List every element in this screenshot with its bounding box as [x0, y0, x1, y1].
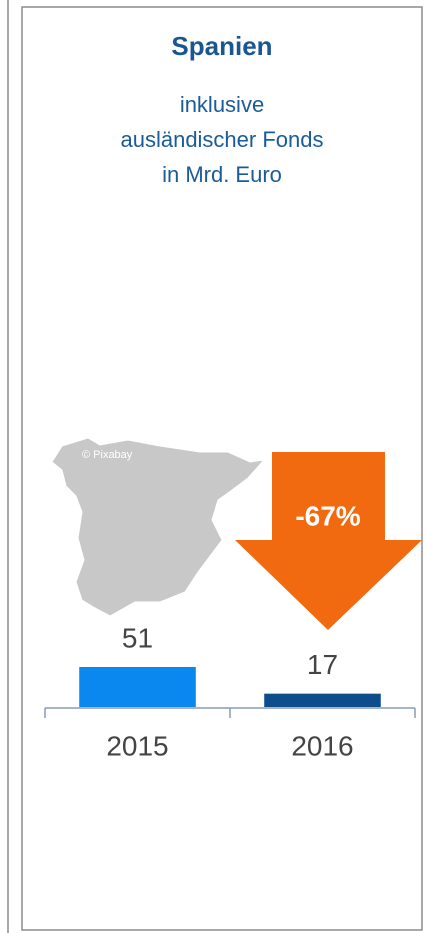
- subtitle: in Mrd. Euro: [162, 162, 282, 187]
- value-label: 51: [122, 622, 153, 653]
- value-label: 17: [307, 649, 338, 680]
- bar: [79, 667, 196, 707]
- chart-title: Spanien: [171, 31, 272, 61]
- map-spain: [51, 437, 266, 617]
- image-credit: © Pixabay: [82, 449, 133, 461]
- decrease-arrow: [235, 452, 422, 630]
- panel-border: [21, 6, 423, 931]
- change-annotation: -67%: [295, 500, 360, 531]
- x-tick-label: 2015: [106, 730, 168, 761]
- subtitle: inklusive: [180, 92, 264, 117]
- bar: [264, 693, 381, 707]
- x-tick-label: 2016: [291, 730, 353, 761]
- subtitle: ausländischer Fonds: [120, 127, 323, 152]
